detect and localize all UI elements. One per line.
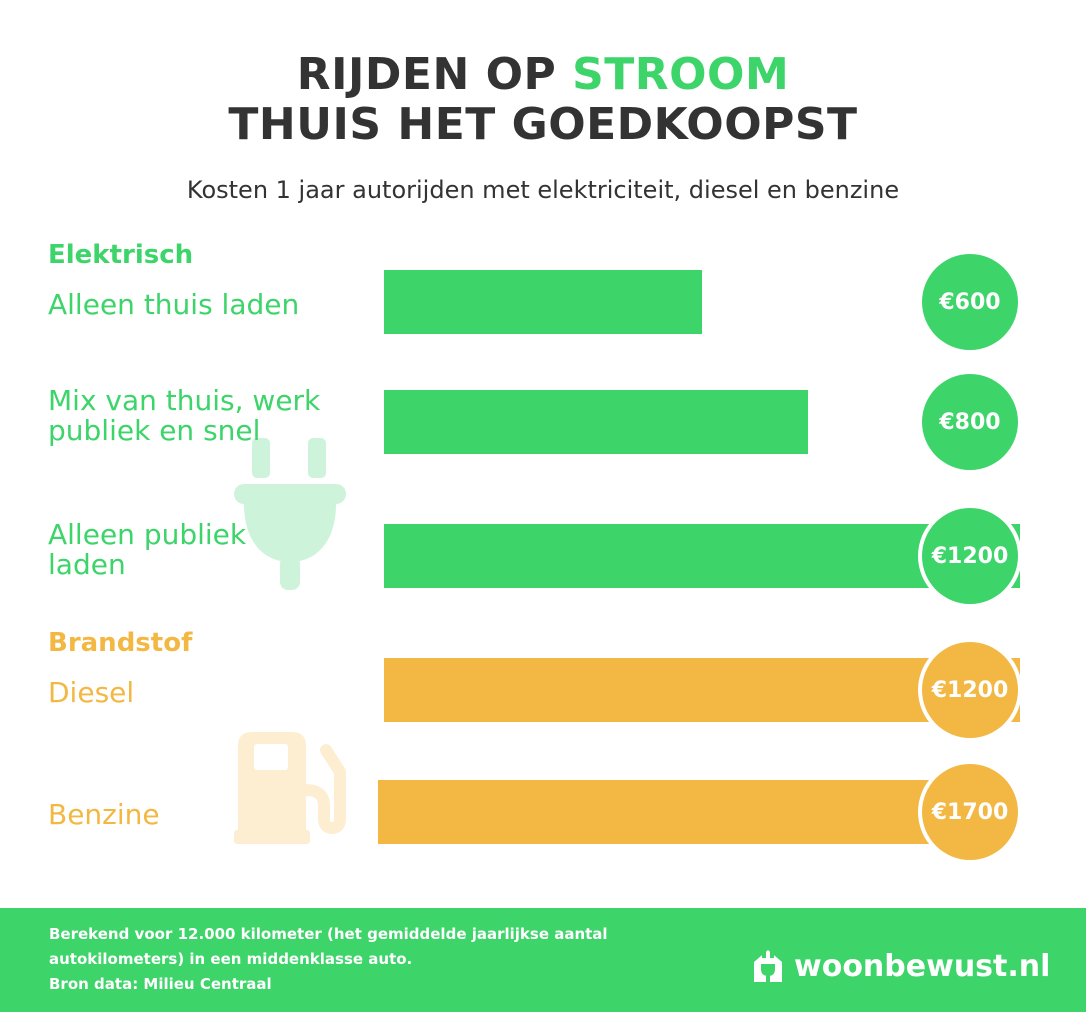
footnote: Berekend voor 12.000 kilometer (het gemi… [49,922,689,997]
bar [384,390,808,454]
bar-label: Mix van thuis, werk publiek en snel [48,384,321,447]
bar-label: Alleen publiek laden [48,518,247,581]
title-line-1: RIJDEN OP STROOM [0,50,1086,100]
footnote-line-1: Berekend voor 12.000 kilometer (het gemi… [49,925,608,943]
brand-name: woonbewust.nl [794,948,1051,984]
fuel-pump-icon [234,732,346,844]
footer: Berekend voor 12.000 kilometer (het gemi… [0,908,1086,1012]
chart-subtitle: Kosten 1 jaar autorijden met elektricite… [186,176,900,204]
value-badge: €600 [922,254,1018,350]
house-plug-logo-icon [754,948,782,982]
value-badge: €1700 [922,764,1018,860]
value-badge: €1200 [922,642,1018,738]
bar [384,270,702,334]
brand-logo: woonbewust.nl [752,946,1050,986]
bar-label: Diesel [48,676,135,709]
section-heading-brandstof: Brandstof [48,628,193,658]
bar-label: Alleen thuis laden [48,288,300,321]
footnote-line-2: autokilometers) in een middenklasse auto… [49,950,413,968]
title-accent: STROOM [572,49,790,100]
value-badge: €800 [922,374,1018,470]
source-note: Bron data: Milieu Centraal [49,975,272,993]
title-line-2: THUIS HET GOEDKOOPST [228,99,858,150]
section-heading-elektrisch: Elektrisch [48,240,194,270]
value-badge: €1200 [922,508,1018,604]
bar-label: Benzine [48,798,160,831]
bar [384,658,1020,722]
title-prefix: RIJDEN OP [296,49,573,100]
bar [378,780,934,844]
page-title: RIJDEN OP STROOM THUIS HET GOEDKOOPST [0,50,1086,150]
plug-icon [234,438,346,590]
bar [384,524,1020,588]
